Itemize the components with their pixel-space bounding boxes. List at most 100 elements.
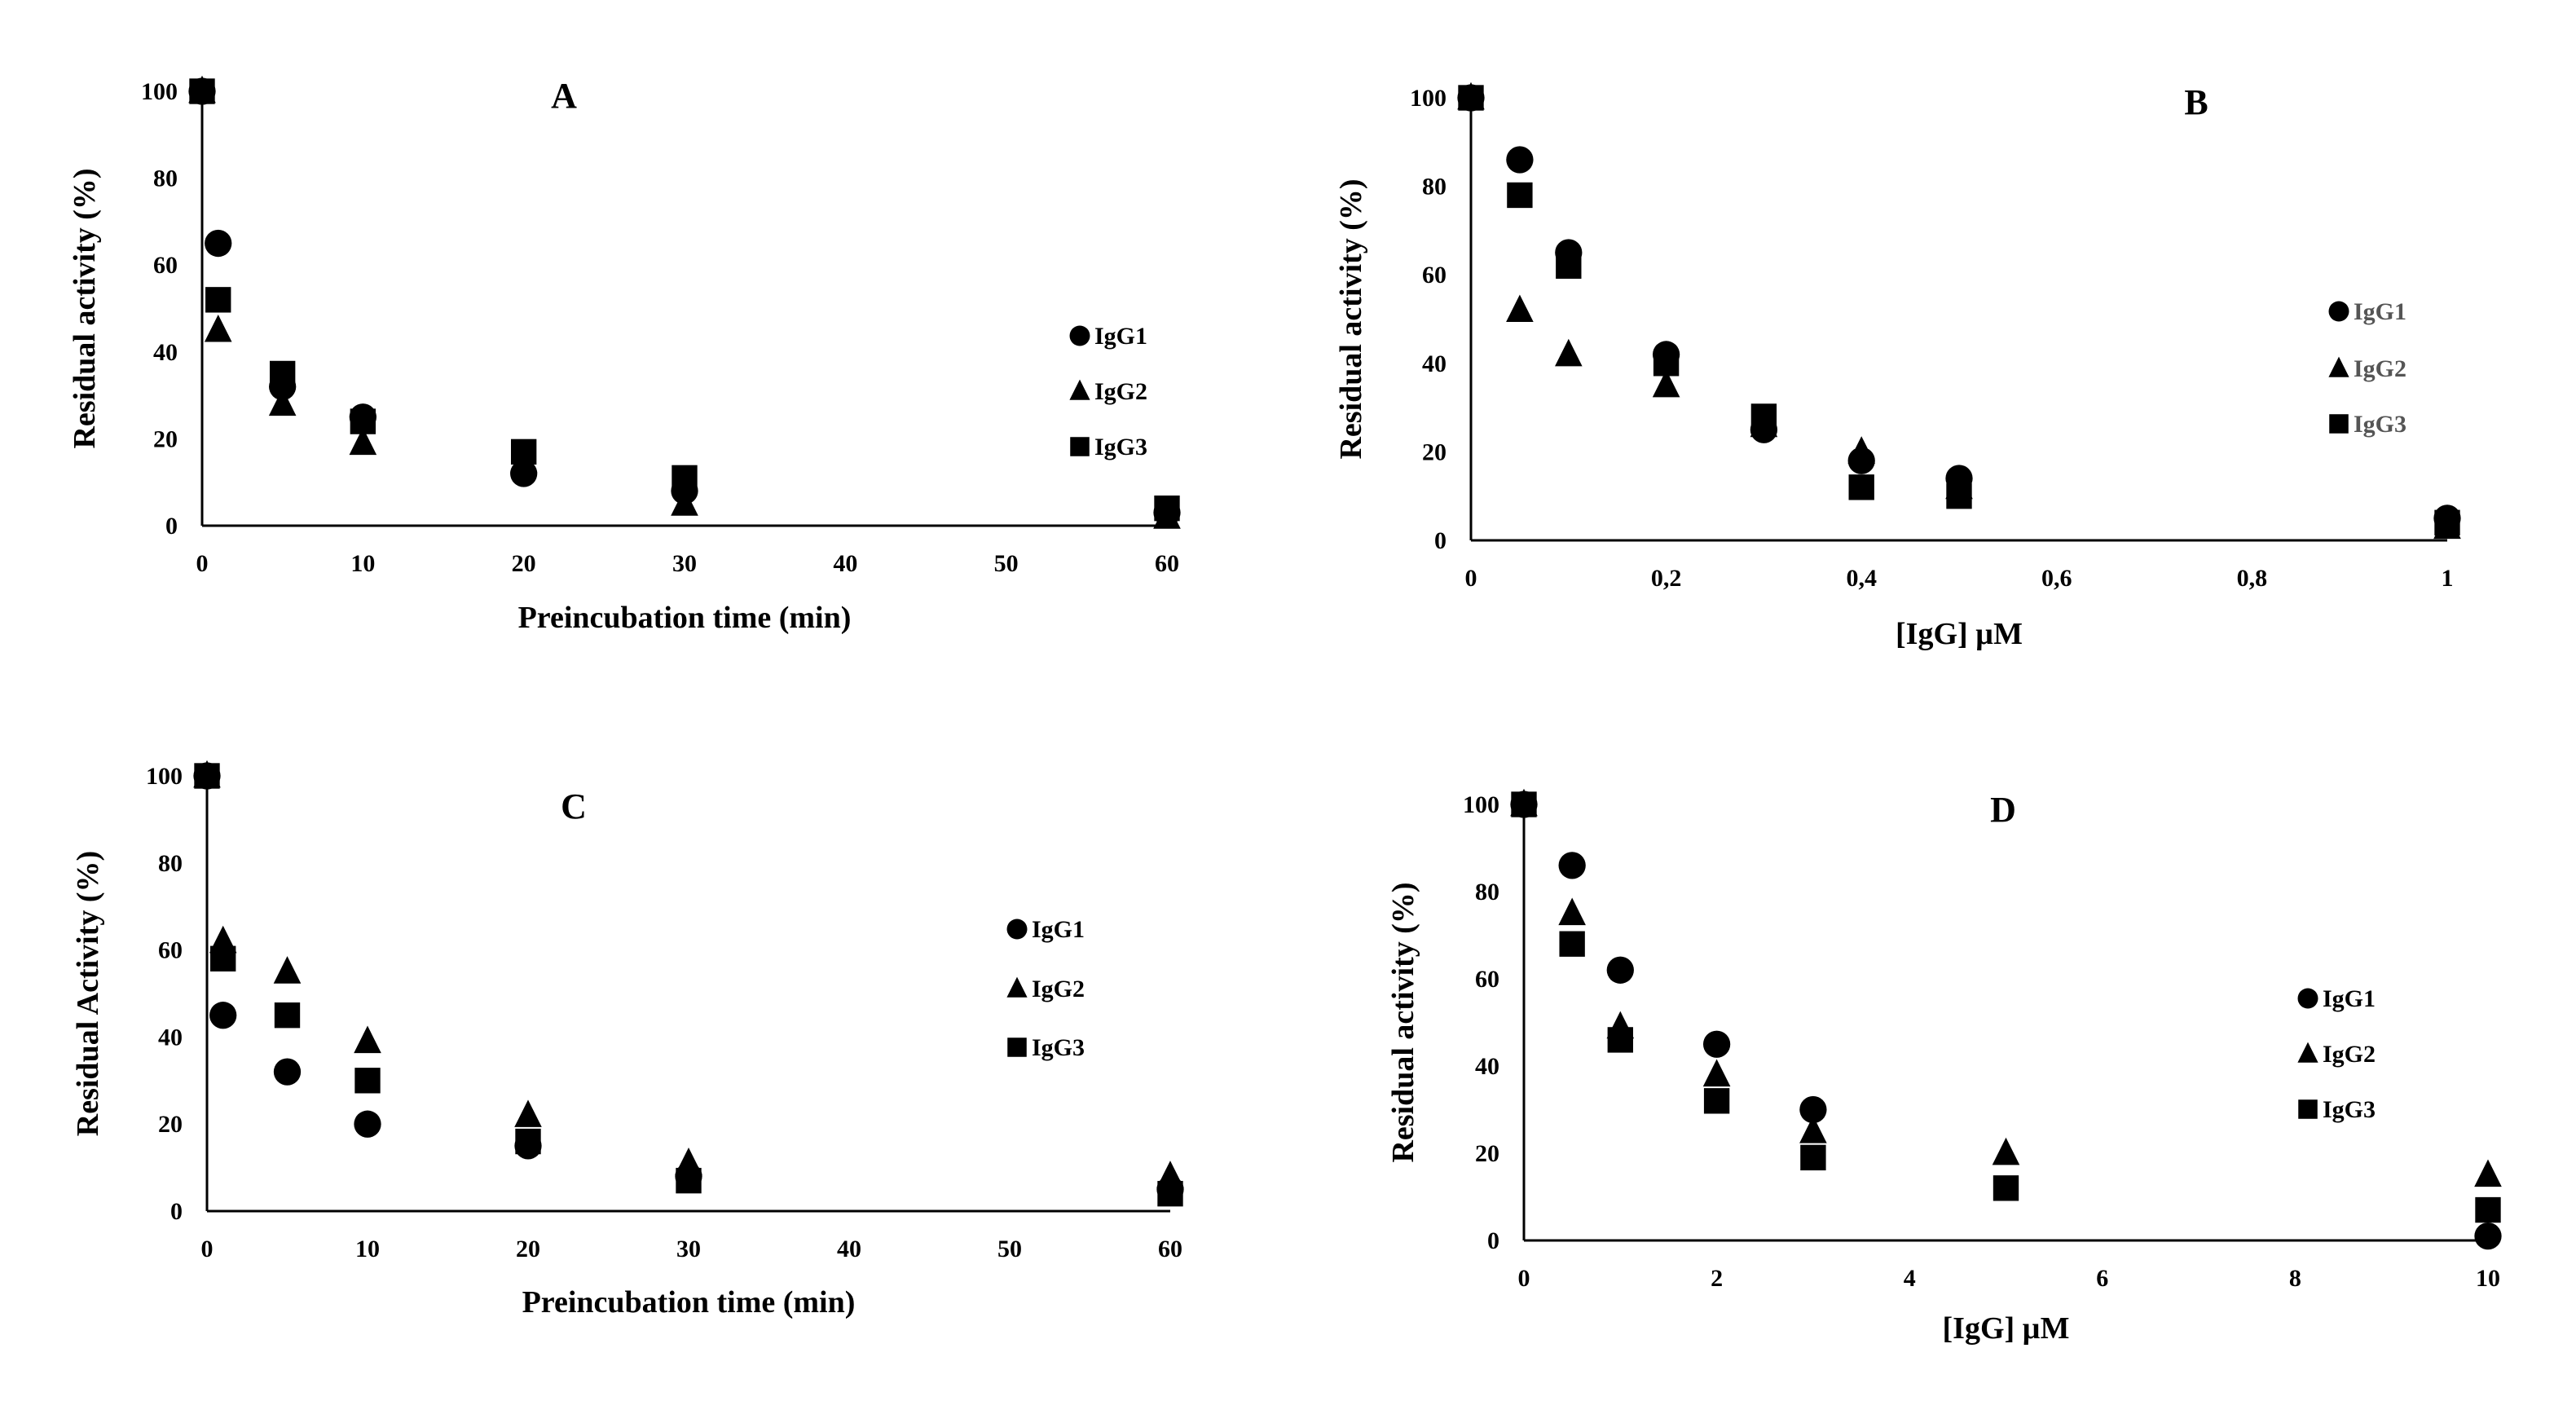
- panel-c-point-igg3: [274, 1002, 301, 1029]
- panel-c-point-igg3: [676, 1167, 702, 1194]
- panel-d-point-igg3: [1703, 1088, 1730, 1114]
- panel-a-point-igg2: [671, 488, 698, 516]
- panel-c-point-igg3: [210, 945, 236, 971]
- panel-d-point-igg1: [1558, 852, 1586, 879]
- panel-d-x-axis-label: [IgG] µM: [1943, 1311, 2070, 1346]
- panel-c-point-igg3: [515, 1128, 541, 1155]
- panel-b-point-igg3: [1653, 350, 1680, 377]
- panel-a-point-igg3: [350, 408, 376, 434]
- panel-d-ytick-label: 0: [1487, 1227, 1499, 1254]
- panel-c-point-igg1: [354, 1110, 381, 1138]
- panel-d-legend-label-igg3: IgG3: [2323, 1096, 2376, 1123]
- panel-c-legend-label-igg3: IgG3: [1032, 1034, 1085, 1061]
- panel-d-y-axis-label: Residual activity (%): [1386, 882, 1420, 1162]
- panel-c-ytick-label: 40: [158, 1024, 183, 1051]
- panel-c-legend-marker-igg2: [1006, 976, 1028, 998]
- panel-c-legend-marker-igg3: [1007, 1038, 1027, 1057]
- panel-d: 0 20 40 60 80 100 0 2 4 6 8 10 [IgG] µM Residual acti…: [1386, 788, 2502, 1346]
- panel-c-xtick-label: 50: [997, 1236, 1022, 1262]
- panel-d-ytick-label: 20: [1475, 1140, 1499, 1167]
- panel-d-point-igg1: [1702, 1030, 1731, 1058]
- panel-c-xtick-label: 30: [676, 1236, 701, 1262]
- panel-a-legend-label-igg2: IgG2: [1094, 378, 1147, 405]
- panel-b-point-igg3: [2434, 509, 2460, 535]
- panel-b-point-igg2: [1506, 294, 1534, 323]
- panel-b-legend-marker-igg1: [2328, 301, 2349, 322]
- panel-d-point-igg3: [2475, 1196, 2501, 1223]
- panel-d-legend-marker-igg2: [2297, 1042, 2318, 1063]
- panel-a-point-igg3: [1154, 496, 1180, 522]
- panel-d-xtick-label: 2: [1711, 1265, 1723, 1292]
- panel-d-point-igg1: [2474, 1223, 2502, 1250]
- panel-a-xtick-label: 0: [196, 550, 209, 577]
- panel-d-point-igg1: [1606, 956, 1634, 984]
- panel-a-xtick-label: 60: [1155, 550, 1179, 577]
- panel-c-ytick-label: 60: [158, 937, 183, 964]
- panel-d-ytick-label: 100: [1463, 791, 1499, 818]
- panel-d-point-igg1: [1799, 1095, 1827, 1124]
- panel-d-point-igg2: [1992, 1137, 2020, 1165]
- panel-d-point-igg2: [1558, 897, 1586, 926]
- panel-d-point-igg3: [1607, 1027, 1633, 1053]
- panel-a-point-igg3: [510, 438, 537, 465]
- panel-b-point-igg2: [1652, 369, 1680, 398]
- panel-c-xtick-label: 20: [516, 1236, 540, 1262]
- panel-b-point-igg3: [1556, 253, 1582, 280]
- panel-b-legend-marker-igg3: [2329, 414, 2349, 434]
- panel-b-xtick-label: 0,8: [2237, 565, 2268, 592]
- panel-b-point-igg3: [1507, 182, 1533, 209]
- panel-a-legend-marker-igg1: [1069, 325, 1090, 346]
- panel-a: 0 20 40 60 80 100 0 10 20 30 40 50 60 Preincubation t…: [68, 75, 1181, 635]
- panel-d-point-igg3: [1993, 1175, 2019, 1201]
- panel-d-xtick-label: 4: [1904, 1265, 1916, 1292]
- panel-c-xtick-label: 10: [355, 1236, 380, 1262]
- panel-a-y-axis-label: Residual activity (%): [68, 168, 102, 448]
- panel-c-ytick-label: 100: [146, 763, 183, 790]
- panel-d-ytick-label: 80: [1475, 879, 1499, 905]
- panel-c-x-axis-label: Preincubation time (min): [522, 1285, 856, 1319]
- panel-c-point-igg1: [209, 1002, 237, 1029]
- panel-c-point-igg2: [273, 956, 302, 984]
- panel-d-title: D: [1990, 790, 2016, 830]
- panel-d-point-igg3: [1800, 1144, 1826, 1171]
- panel-a-point-igg2: [349, 427, 377, 456]
- panel-d-legend-marker-igg3: [2298, 1099, 2318, 1119]
- panel-b-x-axis-label: [IgG] µM: [1896, 617, 2023, 651]
- panel-c-y-axis-label: Residual Activity (%): [71, 851, 105, 1136]
- panel-b-title: B: [2184, 82, 2208, 122]
- panel-b-y-axis-label: Residual activity (%): [1334, 178, 1368, 459]
- panel-c-point-igg2: [514, 1099, 542, 1127]
- panel-c-point-igg1: [273, 1058, 302, 1086]
- panel-a-xtick-label: 30: [672, 550, 697, 577]
- panel-a-xtick-label: 40: [833, 550, 857, 577]
- panel-b-point-igg3: [1946, 483, 1972, 509]
- panel-a-ytick-label: 100: [141, 78, 178, 105]
- panel-d-ytick-label: 60: [1475, 966, 1499, 993]
- panel-c-xtick-label: 40: [837, 1236, 861, 1262]
- panel-b-ytick-label: 40: [1422, 350, 1447, 377]
- panel-b-ytick-label: 100: [1410, 85, 1447, 112]
- panel-b-point-igg3: [1458, 85, 1484, 111]
- panel-b-ytick-label: 0: [1434, 527, 1447, 554]
- panel-a-xtick-label: 10: [350, 550, 375, 577]
- panel-c-point-igg3: [194, 763, 220, 789]
- panel-d-point-igg2: [1702, 1059, 1731, 1087]
- panel-a-ytick-label: 20: [153, 425, 178, 452]
- panel-a-point-igg3: [189, 78, 215, 104]
- panel-a-xtick-label: 50: [994, 550, 1019, 577]
- panel-a-point-igg3: [269, 360, 296, 387]
- panel-a-xtick-label: 20: [512, 550, 536, 577]
- panel-b-point-igg2: [1847, 436, 1875, 464]
- panel-b-xtick-label: 0,2: [1651, 565, 1682, 592]
- panel-a-ytick-label: 60: [153, 252, 178, 279]
- panel-b-xtick-label: 1: [2442, 565, 2454, 592]
- panel-a-point-igg2: [268, 388, 297, 416]
- panel-a-point-igg1: [205, 229, 232, 258]
- panel-b-xtick-label: 0,4: [1846, 565, 1877, 592]
- panel-c-xtick-label: 60: [1158, 1236, 1182, 1262]
- panel-c-point-igg3: [354, 1068, 381, 1094]
- panel-b-legend-label-igg2: IgG2: [2354, 355, 2406, 382]
- panel-c-point-igg2: [354, 1025, 381, 1054]
- panel-d-xtick-label: 8: [2289, 1265, 2301, 1292]
